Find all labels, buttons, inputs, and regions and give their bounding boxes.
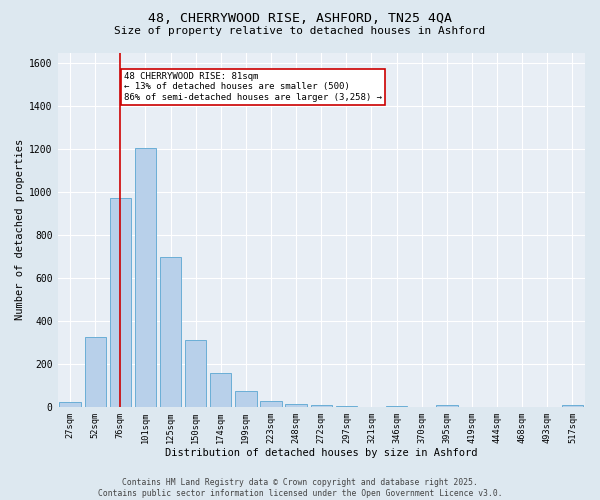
Bar bbox=[386, 406, 407, 407]
Bar bbox=[135, 148, 156, 407]
Bar bbox=[311, 406, 332, 407]
Bar bbox=[562, 405, 583, 407]
Bar bbox=[260, 400, 282, 407]
Text: 48 CHERRYWOOD RISE: 81sqm
← 13% of detached houses are smaller (500)
86% of semi: 48 CHERRYWOOD RISE: 81sqm ← 13% of detac… bbox=[124, 72, 382, 102]
Bar bbox=[85, 337, 106, 407]
X-axis label: Distribution of detached houses by size in Ashford: Distribution of detached houses by size … bbox=[165, 448, 478, 458]
Bar bbox=[436, 405, 458, 407]
Text: Size of property relative to detached houses in Ashford: Size of property relative to detached ho… bbox=[115, 26, 485, 36]
Bar bbox=[160, 256, 181, 407]
Bar bbox=[336, 406, 357, 407]
Text: Contains HM Land Registry data © Crown copyright and database right 2025.
Contai: Contains HM Land Registry data © Crown c… bbox=[98, 478, 502, 498]
Text: 48, CHERRYWOOD RISE, ASHFORD, TN25 4QA: 48, CHERRYWOOD RISE, ASHFORD, TN25 4QA bbox=[148, 12, 452, 26]
Bar bbox=[286, 404, 307, 407]
Y-axis label: Number of detached properties: Number of detached properties bbox=[15, 139, 25, 320]
Bar bbox=[185, 340, 206, 407]
Bar bbox=[59, 402, 81, 407]
Bar bbox=[210, 372, 232, 407]
Bar bbox=[110, 198, 131, 407]
Bar bbox=[235, 391, 257, 407]
